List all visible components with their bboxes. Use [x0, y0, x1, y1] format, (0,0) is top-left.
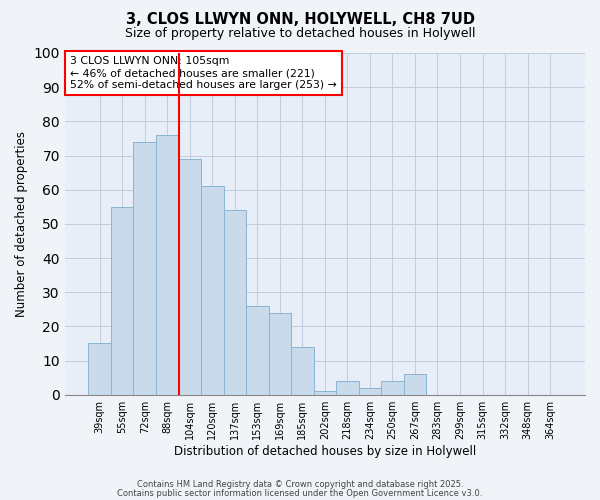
Bar: [179, 159, 201, 394]
Bar: [201, 186, 224, 394]
Bar: [111, 207, 133, 394]
Text: Contains public sector information licensed under the Open Government Licence v3: Contains public sector information licen…: [118, 488, 482, 498]
Bar: [224, 210, 246, 394]
Bar: [381, 381, 404, 394]
Bar: [336, 381, 359, 394]
Text: 3, CLOS LLWYN ONN, HOLYWELL, CH8 7UD: 3, CLOS LLWYN ONN, HOLYWELL, CH8 7UD: [125, 12, 475, 28]
Bar: [291, 347, 314, 395]
Text: Contains HM Land Registry data © Crown copyright and database right 2025.: Contains HM Land Registry data © Crown c…: [137, 480, 463, 489]
Bar: [404, 374, 426, 394]
Bar: [156, 135, 179, 394]
X-axis label: Distribution of detached houses by size in Holywell: Distribution of detached houses by size …: [174, 444, 476, 458]
Text: Size of property relative to detached houses in Holywell: Size of property relative to detached ho…: [125, 28, 475, 40]
Bar: [359, 388, 381, 394]
Y-axis label: Number of detached properties: Number of detached properties: [15, 131, 28, 317]
Text: 3 CLOS LLWYN ONN: 105sqm
← 46% of detached houses are smaller (221)
52% of semi-: 3 CLOS LLWYN ONN: 105sqm ← 46% of detach…: [70, 56, 337, 90]
Bar: [88, 344, 111, 394]
Bar: [246, 306, 269, 394]
Bar: [133, 142, 156, 395]
Bar: [314, 392, 336, 394]
Bar: [269, 312, 291, 394]
